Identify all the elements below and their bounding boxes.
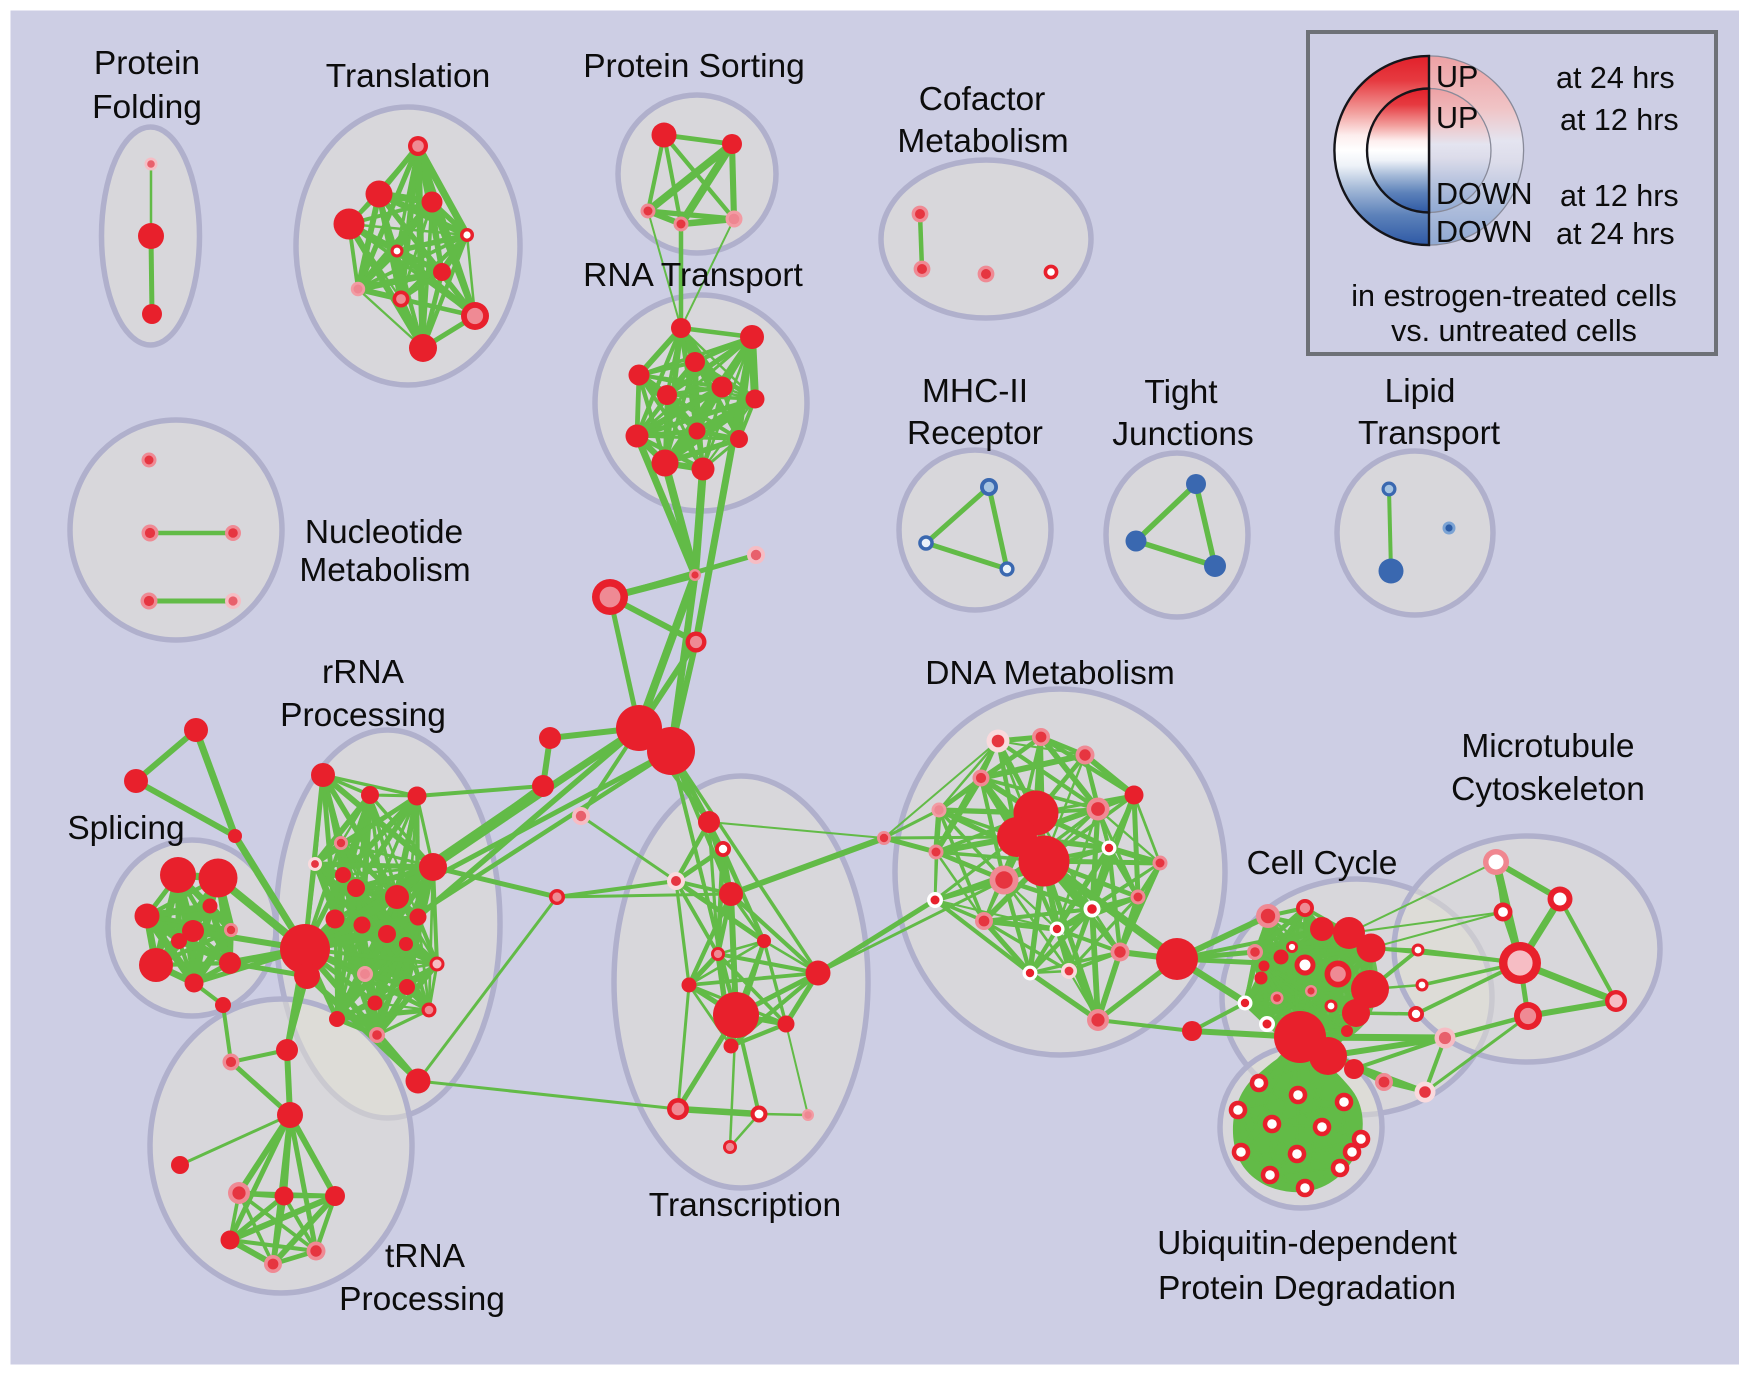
svg-text:Protein: Protein	[94, 45, 200, 82]
svg-text:Folding: Folding	[92, 89, 202, 126]
svg-text:Splicing: Splicing	[67, 810, 184, 847]
svg-text:vs. untreated cells: vs. untreated cells	[1391, 314, 1637, 348]
svg-text:Receptor: Receptor	[907, 415, 1043, 452]
svg-text:Metabolism: Metabolism	[299, 552, 470, 589]
svg-text:Protein Degradation: Protein Degradation	[1158, 1270, 1456, 1307]
svg-text:Lipid: Lipid	[1385, 373, 1456, 410]
svg-text:Tight: Tight	[1144, 374, 1218, 411]
svg-text:Cytoskeleton: Cytoskeleton	[1451, 771, 1645, 808]
svg-text:Processing: Processing	[339, 1281, 505, 1318]
svg-text:Transport: Transport	[1358, 415, 1501, 452]
svg-text:Protein Sorting: Protein Sorting	[583, 48, 805, 85]
svg-text:RNA Transport: RNA Transport	[583, 257, 803, 294]
svg-text:at 12 hrs: at 12 hrs	[1560, 103, 1679, 137]
svg-text:tRNA: tRNA	[385, 1238, 466, 1275]
svg-text:DOWN: DOWN	[1436, 177, 1533, 211]
svg-text:at 24 hrs: at 24 hrs	[1556, 61, 1675, 95]
svg-text:UP: UP	[1436, 60, 1478, 94]
svg-text:MHC-II: MHC-II	[922, 373, 1028, 410]
svg-text:at 24 hrs: at 24 hrs	[1556, 217, 1675, 251]
svg-text:Transcription: Transcription	[649, 1187, 841, 1224]
svg-text:Metabolism: Metabolism	[897, 123, 1068, 160]
svg-text:Nucleotide: Nucleotide	[305, 514, 463, 551]
svg-text:Cofactor: Cofactor	[919, 81, 1046, 118]
svg-text:UP: UP	[1436, 101, 1478, 135]
svg-text:rRNA: rRNA	[322, 654, 405, 691]
svg-text:DNA Metabolism: DNA Metabolism	[925, 655, 1174, 692]
svg-text:Junctions: Junctions	[1112, 416, 1254, 453]
svg-text:Translation: Translation	[326, 58, 490, 95]
svg-text:in estrogen-treated cells: in estrogen-treated cells	[1351, 279, 1677, 313]
svg-text:Microtubule: Microtubule	[1461, 728, 1634, 765]
svg-text:Ubiquitin-dependent: Ubiquitin-dependent	[1157, 1225, 1458, 1262]
svg-text:Processing: Processing	[280, 697, 446, 734]
svg-text:at 12 hrs: at 12 hrs	[1560, 179, 1679, 213]
svg-text:Cell Cycle: Cell Cycle	[1247, 845, 1398, 882]
svg-text:DOWN: DOWN	[1436, 215, 1533, 249]
